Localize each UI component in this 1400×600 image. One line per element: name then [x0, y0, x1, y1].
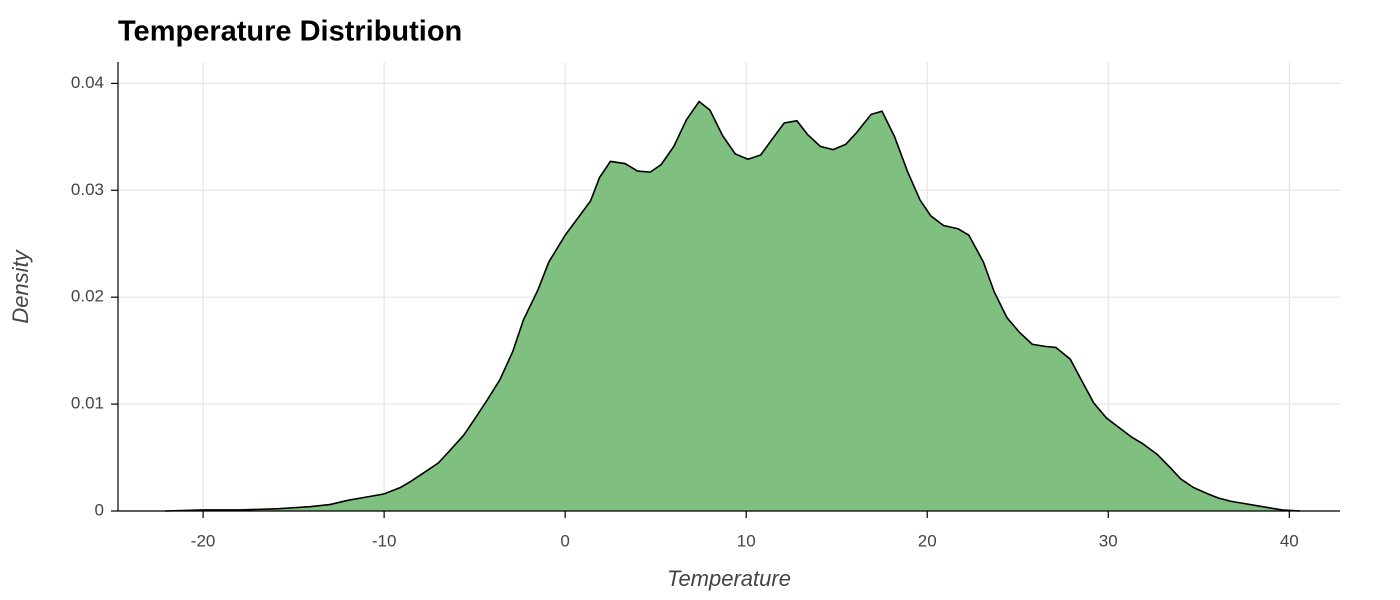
- x-tick-label: 40: [1280, 531, 1299, 550]
- y-tick-label: 0.01: [71, 394, 104, 413]
- x-tick-label: 10: [737, 531, 756, 550]
- x-tick-label: -20: [191, 531, 216, 550]
- x-tick-label: -10: [372, 531, 397, 550]
- x-axis-label: Temperature: [667, 566, 791, 591]
- y-tick-label: 0.02: [71, 287, 104, 306]
- x-tick-label: 30: [1099, 531, 1118, 550]
- y-tick-label: 0.03: [71, 180, 104, 199]
- x-tick-label: 20: [918, 531, 937, 550]
- y-tick-label: 0: [95, 500, 104, 519]
- density-line: [165, 100, 1301, 512]
- x-tick-label: 0: [560, 531, 569, 550]
- density-area: [165, 101, 1301, 512]
- chart-title: Temperature Distribution: [118, 16, 462, 48]
- y-tick-label: 0.04: [71, 73, 104, 92]
- y-axis-label: Density: [8, 248, 33, 323]
